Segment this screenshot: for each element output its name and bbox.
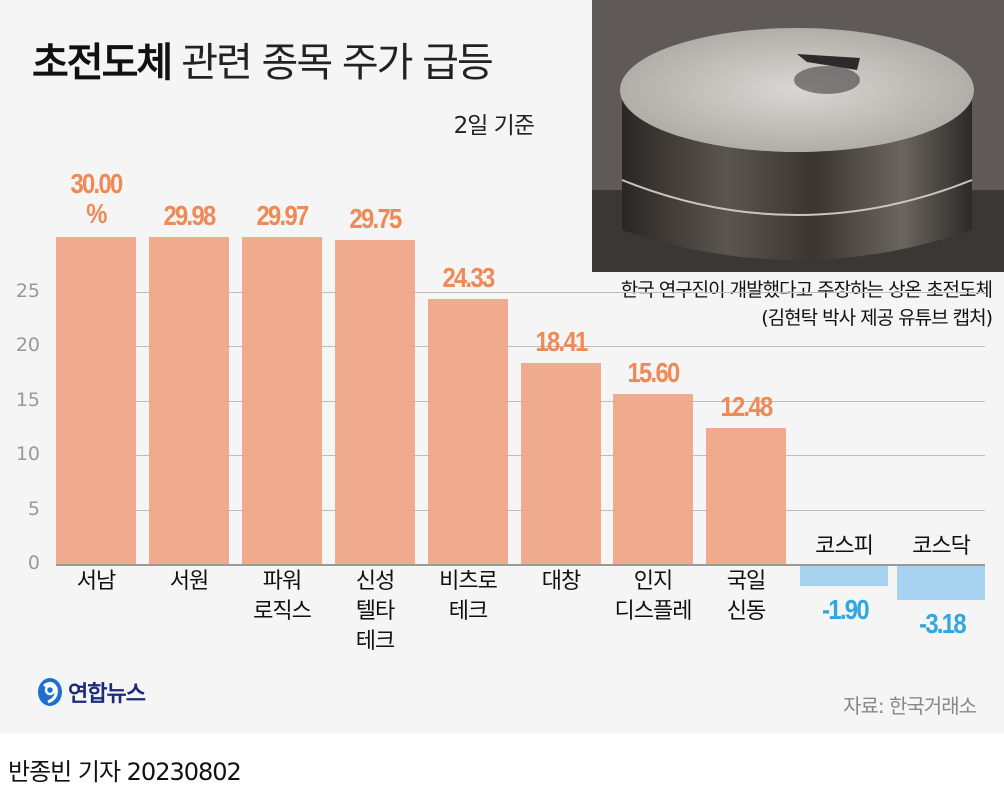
- superconductor-photo: [592, 0, 1004, 272]
- index-value-label: -3.18: [919, 607, 966, 639]
- byline: 반종빈 기자 20230802: [8, 758, 242, 786]
- value-label: 15.60: [627, 356, 680, 388]
- y-tick-label: 15: [15, 388, 40, 411]
- gridline: [56, 455, 985, 456]
- photo-caption: 한국 연구진이 개발했다고 주장하는 상온 초전도체 (김현탁 박사 제공 유튜…: [620, 276, 993, 332]
- bar-2: [149, 237, 229, 564]
- bar-8: [706, 427, 786, 564]
- category-label: 비츠로 테크: [439, 569, 498, 624]
- category-label: 파워 로직스: [253, 569, 312, 624]
- index-value-label: -1.90: [822, 593, 869, 625]
- bar-1: [56, 237, 136, 564]
- caption-line-1: 한국 연구진이 개발했다고 주장하는 상온 초전도체: [620, 279, 993, 301]
- bar-5: [428, 298, 508, 564]
- value-label: 29.75: [349, 202, 402, 234]
- value-label: 24.33: [442, 261, 495, 293]
- index-bar-코스피: [800, 565, 888, 586]
- category-label: 서원: [169, 569, 209, 594]
- y-tick-label: 20: [15, 334, 40, 356]
- caption-line-2: (김현탁 박사 제공 유튜브 캡처): [761, 307, 993, 329]
- gridline: [56, 400, 985, 402]
- category-label: 인지 디스플레: [614, 569, 693, 624]
- gridline: [56, 291, 985, 293]
- bar-4: [335, 239, 415, 564]
- category-label: 서남: [76, 569, 116, 594]
- category-label: 국일 신동: [726, 569, 766, 624]
- index-bar-코스닥: [897, 565, 985, 600]
- value-label: 29.97: [256, 200, 309, 232]
- index-label: 코스닥: [912, 534, 971, 559]
- y-tick-label: 0: [27, 552, 40, 574]
- bar-3: [242, 237, 322, 564]
- magnet-levitation-image: [592, 0, 1004, 272]
- gridline: [56, 346, 985, 347]
- date-basis: 2일 기준: [453, 113, 535, 139]
- page-title: 초전도체 관련 종목 주가 급등: [32, 30, 494, 88]
- y-tick-label: 10: [15, 443, 40, 465]
- title-bold: 초전도체: [32, 40, 173, 86]
- bar-6: [521, 363, 601, 564]
- value-label: 18.41: [535, 326, 588, 358]
- index-label: 코스피: [815, 534, 874, 559]
- category-label: 신성 텔타 테크: [355, 569, 395, 654]
- y-tick-label: 5: [27, 497, 40, 520]
- category-label: 대창: [541, 569, 581, 594]
- value-label: 30.00%: [70, 168, 123, 229]
- x-axis-baseline: [56, 564, 985, 566]
- yonhap-globe-icon: [38, 678, 62, 706]
- gridline: [56, 509, 985, 511]
- source-note: 자료: 한국거래소: [843, 694, 977, 718]
- title-light: 관련 종목 주가 급등: [181, 40, 494, 86]
- value-label: 12.48: [720, 390, 773, 422]
- y-tick-label: 25: [15, 279, 40, 302]
- bar-7: [613, 393, 693, 564]
- yonhap-logo: 연합뉴스: [36, 676, 146, 708]
- logo-text: 연합뉴스: [68, 682, 146, 707]
- value-label: 29.98: [163, 200, 216, 232]
